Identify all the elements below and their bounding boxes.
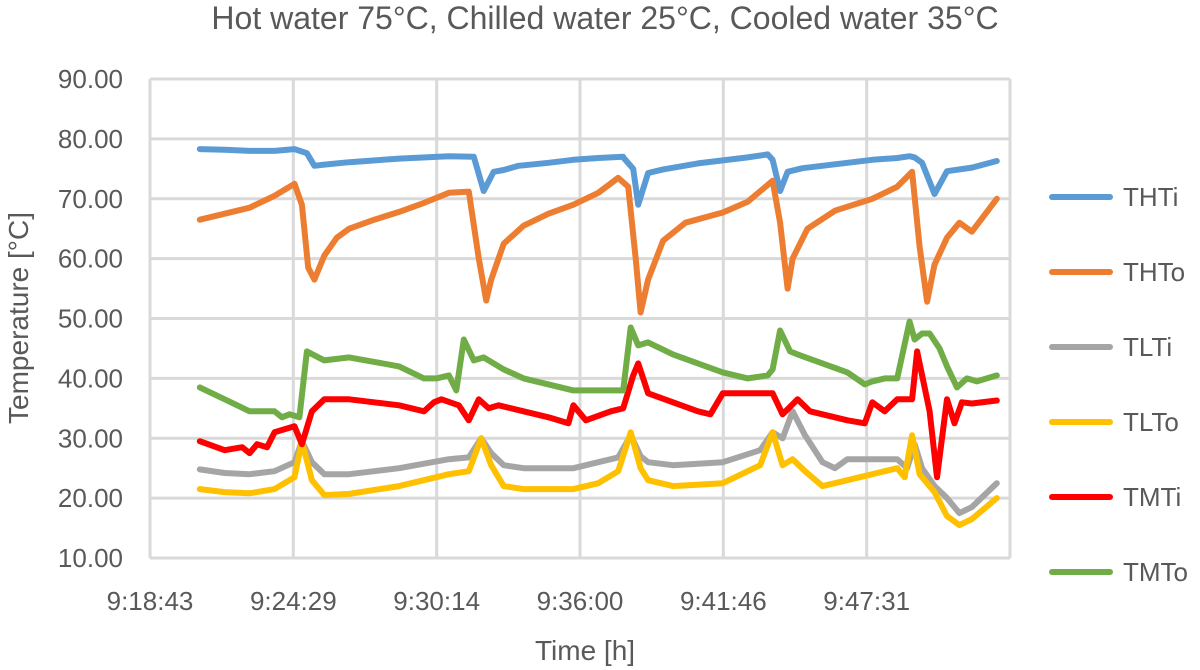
series-lines (196, 146, 1000, 529)
x-tick-label: 9:24:29 (250, 586, 337, 616)
y-tick-label: 60.00 (58, 244, 123, 274)
legend-label: THTo (1123, 257, 1185, 287)
legend-label: TMTo (1123, 557, 1188, 587)
y-tick-label: 70.00 (58, 184, 123, 214)
chart-title: Hot water 75°C, Chilled water 25°C, Cool… (211, 0, 998, 36)
series-line-tmti (196, 348, 1000, 481)
series-line-thti (196, 146, 1000, 208)
y-tick-label: 40.00 (58, 363, 123, 393)
x-tick-label: 9:18:43 (107, 586, 194, 616)
legend-label: THTi (1123, 182, 1178, 212)
series-line-tlto (196, 429, 1000, 529)
y-tick-label: 50.00 (58, 304, 123, 334)
y-tick-label: 10.00 (58, 543, 123, 573)
legend-label: TLTo (1123, 407, 1179, 437)
y-tick-label: 20.00 (58, 483, 123, 513)
x-tick-label: 9:41:46 (680, 586, 767, 616)
x-tick-label: 9:36:00 (537, 586, 624, 616)
y-tick-label: 90.00 (58, 64, 123, 94)
x-axis-ticks: 9:18:43 9:24:29 9:30:14 9:36:00 9:41:46 9:47:… (107, 586, 910, 616)
y-tick-label: 30.00 (58, 423, 123, 453)
y-axis-label: Temperature [°C] (3, 212, 34, 424)
x-tick-label: 9:30:14 (393, 586, 480, 616)
x-tick-label: 9:47:31 (823, 586, 910, 616)
y-tick-label: 80.00 (58, 124, 123, 154)
legend-label: TLTi (1123, 332, 1172, 362)
series-line-tmto (196, 318, 1000, 421)
legend: THTi THTo TLTi TLTo TMTi TMTo (1049, 182, 1188, 587)
series-line-thto (196, 168, 1000, 316)
y-axis-ticks: 10.00 20.00 30.00 40.00 50.00 60.00 70.00 80.00… (58, 64, 123, 573)
x-axis-label: Time [h] (535, 635, 635, 666)
legend-label: TMTi (1123, 482, 1181, 512)
